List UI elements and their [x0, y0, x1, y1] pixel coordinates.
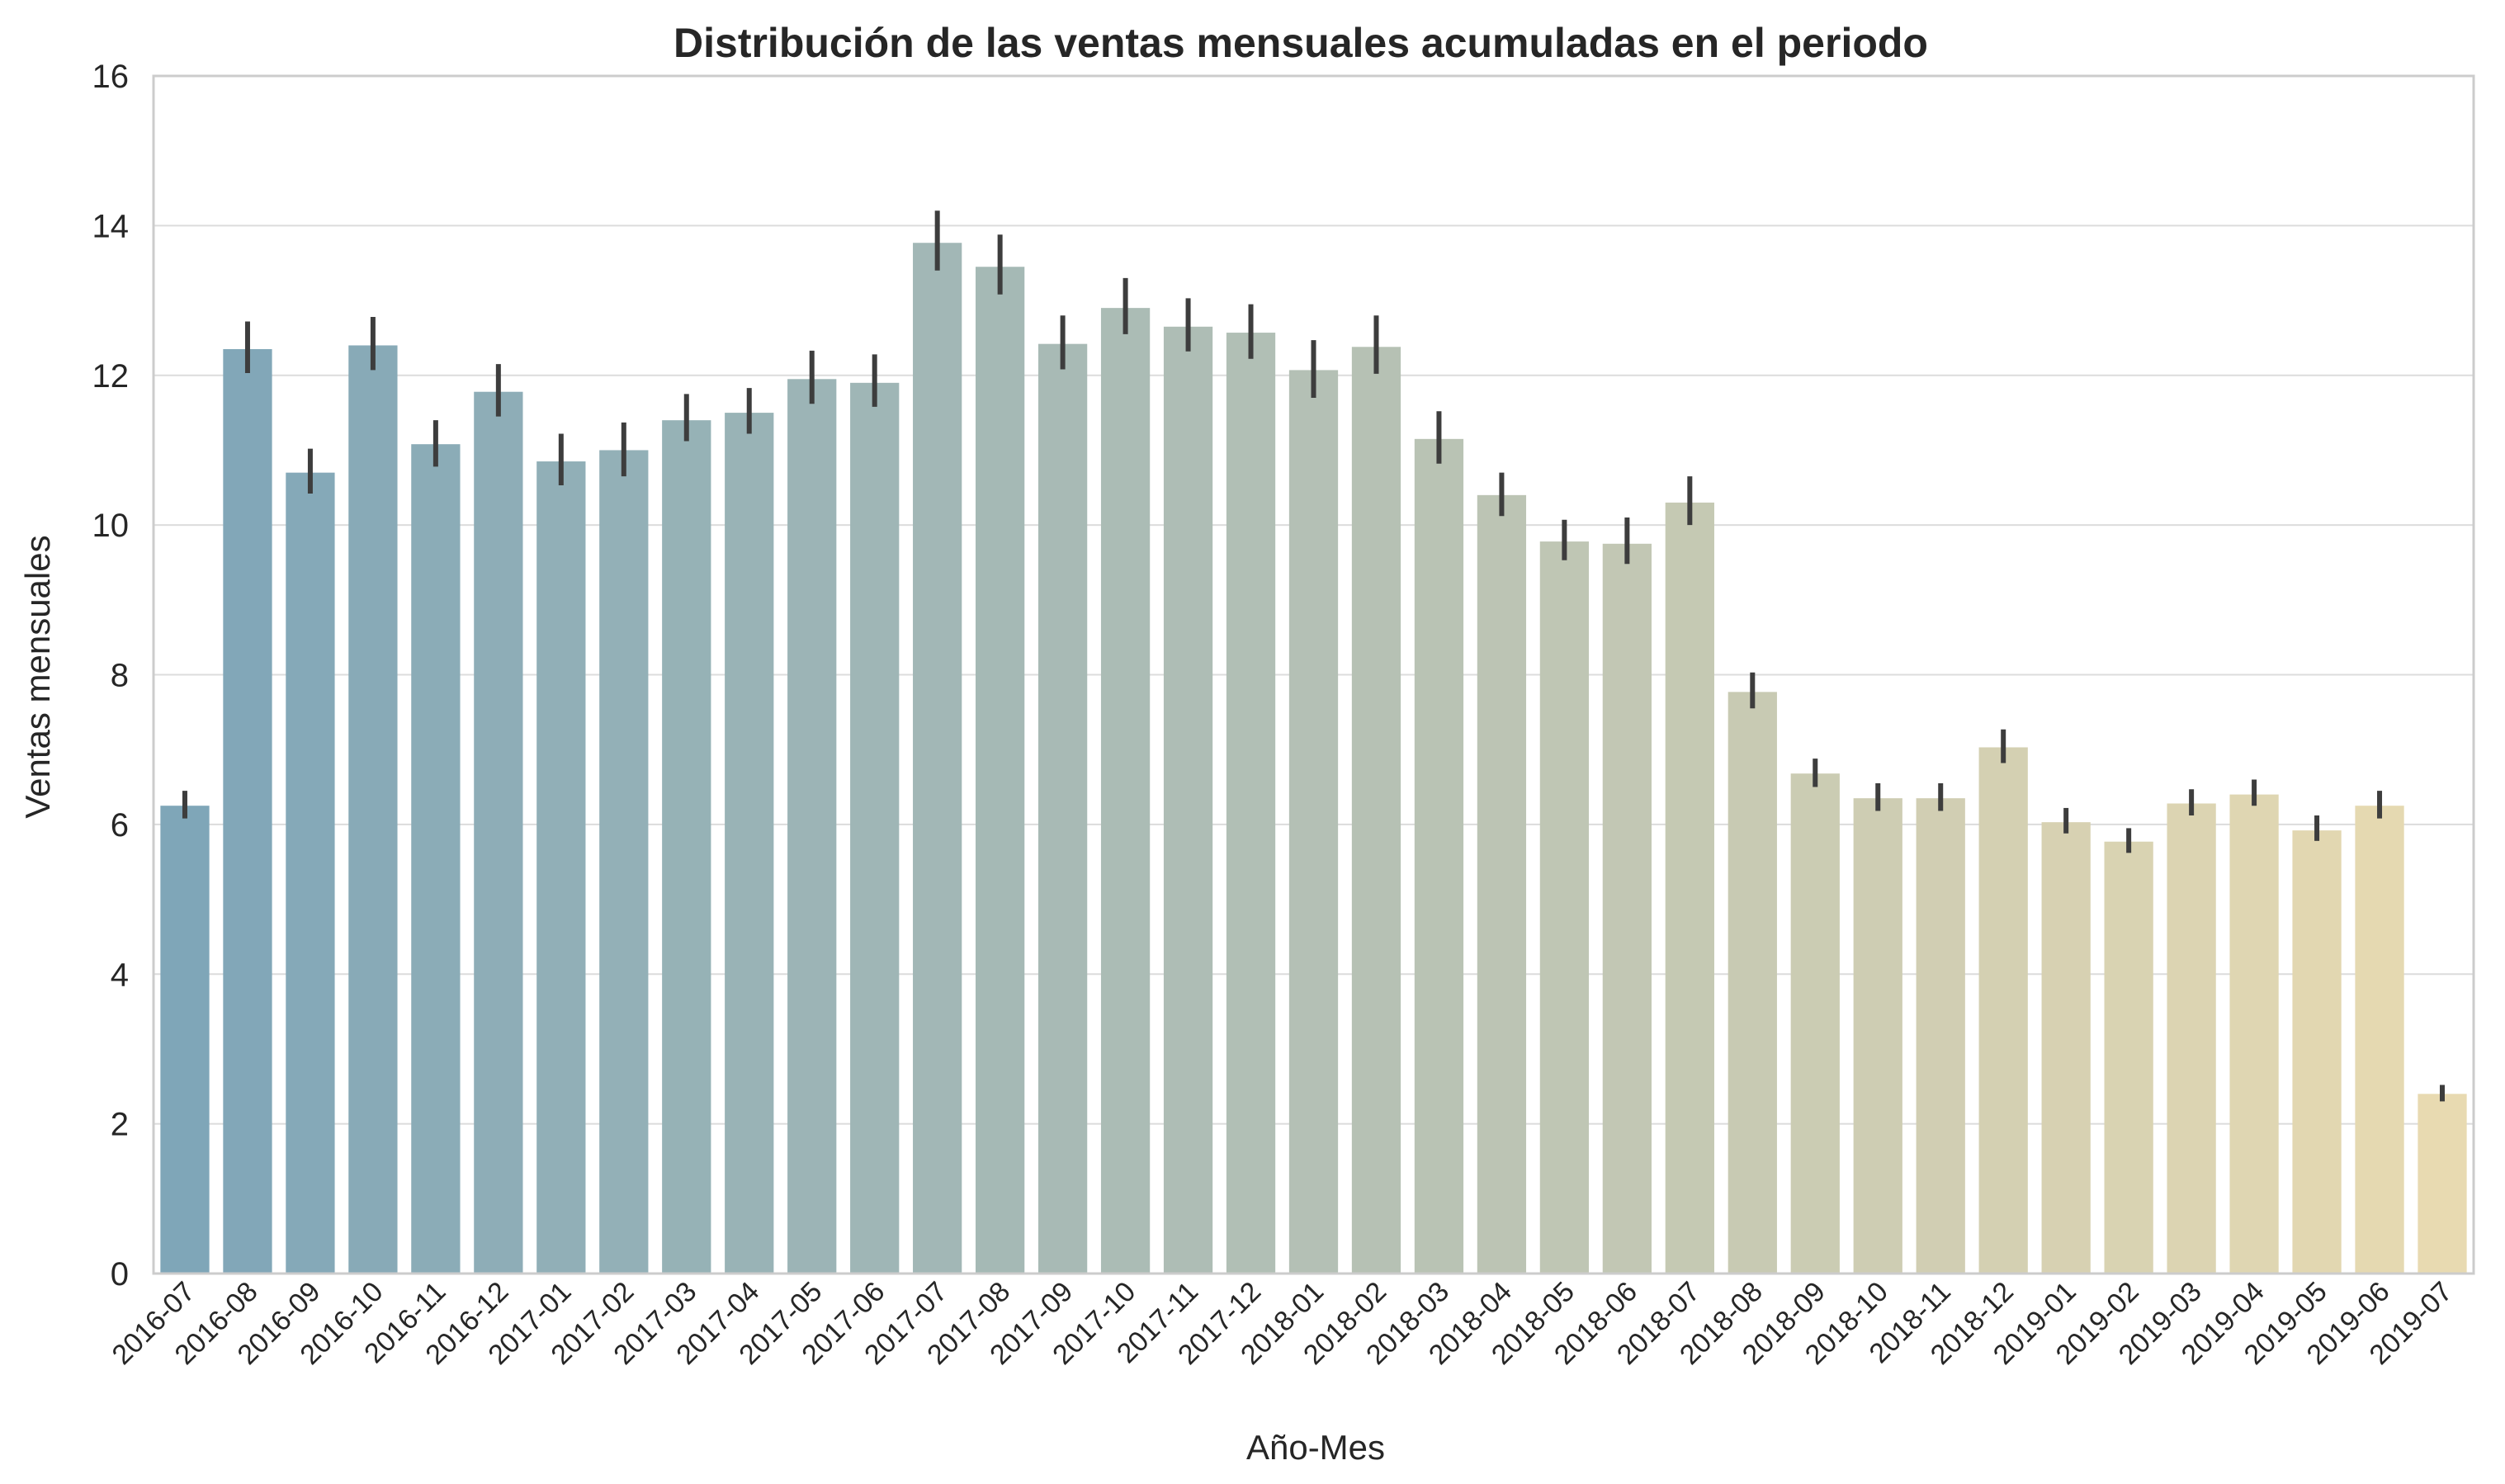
bar: [160, 806, 210, 1274]
bar: [913, 243, 962, 1274]
y-tick-label: 8: [111, 658, 129, 694]
bar: [1539, 541, 1590, 1274]
y-tick-label: 2: [111, 1107, 129, 1143]
bar: [725, 413, 774, 1274]
bar: [1602, 543, 1652, 1274]
bar: [1790, 773, 1840, 1274]
y-tick-label: 4: [111, 957, 129, 993]
y-tick-labels: 0 2 4 6 8 10 12 14 16: [92, 59, 130, 1293]
bar: [1163, 326, 1213, 1274]
bar: [536, 461, 586, 1274]
bar: [223, 349, 272, 1274]
bar: [2418, 1094, 2467, 1274]
bar: [2041, 822, 2091, 1274]
bar: [1414, 438, 1464, 1274]
bar: [1100, 308, 1151, 1274]
error-bars: [182, 210, 2446, 1102]
chart-title: Distribución de las ventas mensuales acu…: [674, 20, 1928, 66]
y-tick-label: 14: [92, 208, 130, 244]
bar: [286, 472, 335, 1274]
y-axis-label: Ventas mensuales: [18, 535, 57, 818]
bar: [976, 267, 1025, 1274]
y-tick-label: 10: [92, 508, 130, 544]
bar: [2229, 794, 2279, 1274]
bars: [160, 243, 2467, 1274]
y-tick-label: 12: [92, 358, 130, 395]
bar: [2167, 803, 2216, 1274]
y-tick-label: 6: [111, 807, 129, 844]
bar: [2292, 830, 2342, 1274]
bar: [1728, 692, 1777, 1274]
y-tick-label: 0: [111, 1256, 129, 1293]
bar: [1288, 370, 1339, 1274]
x-tick-labels: 2016-072016-082016-092016-102016-112016-…: [106, 1276, 2459, 1371]
bar: [1477, 494, 1527, 1274]
bar: [348, 345, 398, 1274]
bar: [1978, 747, 2028, 1274]
bar: [2355, 806, 2404, 1274]
bar: [599, 450, 649, 1274]
bar: [1037, 343, 1088, 1274]
bar: [474, 391, 523, 1274]
bar: [787, 379, 837, 1274]
bar: [1351, 347, 1401, 1274]
bar: [411, 444, 461, 1274]
bar: [1916, 798, 1965, 1274]
bar: [1853, 798, 1902, 1274]
y-tick-label: 16: [92, 59, 130, 95]
bar: [850, 382, 900, 1274]
x-axis-label: Año-Mes: [1246, 1428, 1385, 1467]
bar: [2104, 841, 2153, 1274]
plot-frame: [152, 74, 2475, 1275]
bar: [1665, 502, 1714, 1274]
bar: [1226, 333, 1276, 1274]
bar: [662, 420, 711, 1274]
